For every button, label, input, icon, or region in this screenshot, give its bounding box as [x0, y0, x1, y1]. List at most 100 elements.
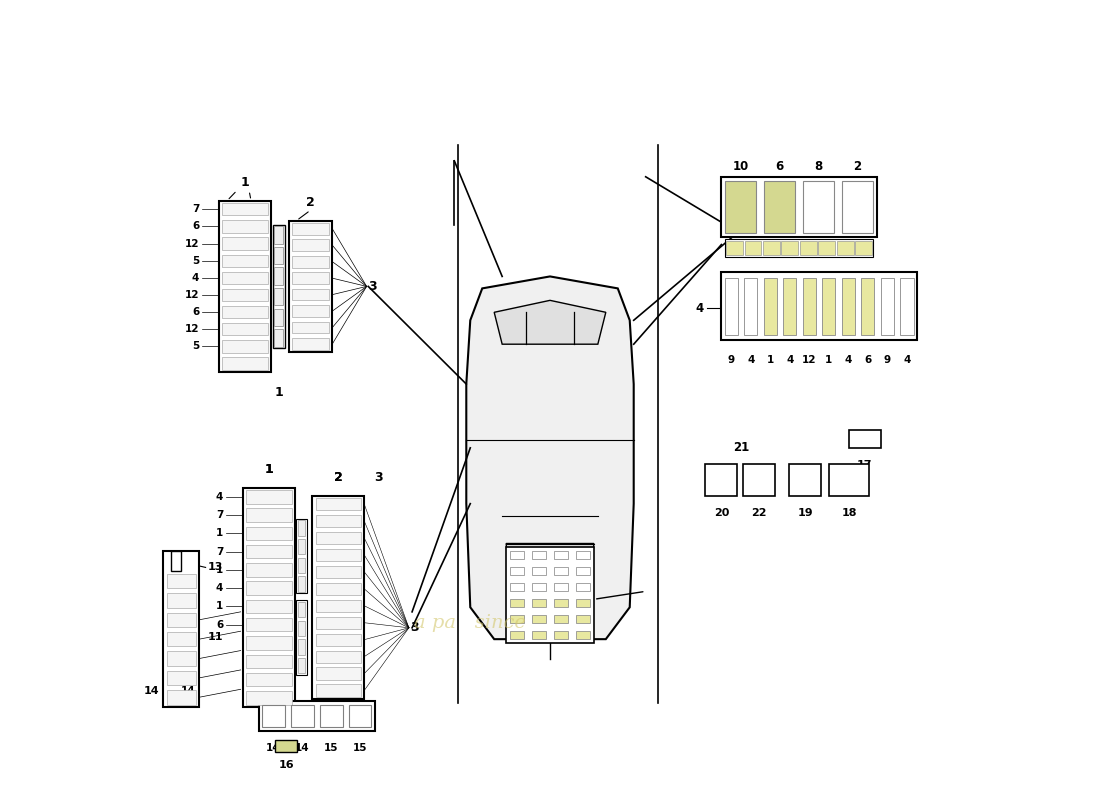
Bar	[554, 631, 568, 639]
Bar	[292, 223, 329, 234]
Bar	[725, 278, 738, 334]
Text: 4: 4	[216, 583, 223, 593]
Text: 17: 17	[857, 460, 872, 470]
Text: 1: 1	[274, 386, 283, 399]
Text: 5: 5	[192, 342, 199, 351]
Bar	[222, 272, 267, 284]
Text: 11: 11	[207, 632, 222, 642]
Text: 16: 16	[278, 760, 294, 770]
Bar	[316, 617, 361, 629]
Text: 15: 15	[353, 743, 367, 753]
Bar	[316, 549, 361, 561]
Text: 1: 1	[265, 462, 274, 476]
Bar	[316, 650, 361, 662]
Text: 7: 7	[191, 204, 199, 214]
Bar	[222, 254, 267, 267]
Text: 1: 1	[216, 528, 223, 538]
Bar	[292, 338, 329, 350]
Bar	[725, 239, 873, 257]
Text: 6: 6	[216, 620, 223, 630]
Text: 9: 9	[884, 354, 891, 365]
Bar	[246, 673, 292, 686]
Bar	[510, 631, 524, 639]
Bar	[803, 278, 816, 334]
Bar	[842, 181, 873, 233]
Bar	[298, 539, 306, 554]
Bar	[246, 636, 292, 650]
Bar	[855, 241, 872, 255]
Bar	[861, 278, 875, 334]
Bar	[554, 551, 568, 559]
Text: 1: 1	[767, 354, 774, 365]
Bar	[258, 701, 375, 731]
Bar	[576, 615, 590, 623]
Bar	[222, 238, 267, 250]
Bar	[576, 631, 590, 639]
Text: 2: 2	[306, 196, 315, 209]
Bar	[532, 599, 546, 607]
Bar	[166, 574, 196, 588]
Bar	[274, 288, 283, 306]
Text: 1: 1	[825, 354, 833, 365]
Bar	[316, 634, 361, 646]
Bar	[763, 278, 777, 334]
Bar	[312, 496, 364, 699]
Bar	[166, 670, 196, 685]
Text: 21: 21	[734, 442, 749, 454]
Bar	[222, 220, 267, 233]
Bar	[829, 464, 869, 496]
Bar	[532, 631, 546, 639]
Text: 7: 7	[216, 546, 223, 557]
PathPatch shape	[466, 277, 634, 639]
Bar	[532, 551, 546, 559]
Bar	[722, 273, 916, 340]
Text: 4: 4	[216, 492, 223, 502]
Bar	[246, 526, 292, 540]
Bar	[275, 740, 297, 752]
Text: a pa   since: a pa since	[415, 614, 526, 632]
Bar	[842, 278, 855, 334]
Bar	[576, 567, 590, 575]
Bar	[170, 551, 182, 571]
Bar	[510, 599, 524, 607]
Text: 3: 3	[410, 622, 419, 634]
Bar	[274, 329, 283, 346]
Text: 1: 1	[265, 462, 274, 476]
Bar	[292, 322, 329, 334]
Bar	[292, 272, 329, 284]
Bar	[316, 566, 361, 578]
Text: 6: 6	[776, 160, 784, 173]
Bar	[273, 225, 285, 348]
Bar	[316, 582, 361, 595]
Bar	[576, 599, 590, 607]
Text: 12: 12	[185, 324, 199, 334]
Bar	[800, 241, 817, 255]
Bar	[901, 278, 913, 334]
Bar	[298, 639, 306, 654]
Bar	[510, 567, 524, 575]
Bar	[222, 203, 267, 215]
Text: 15: 15	[324, 743, 339, 753]
Bar	[246, 563, 292, 577]
Bar	[554, 599, 568, 607]
Bar	[219, 201, 271, 372]
Bar	[166, 632, 196, 646]
Text: 12: 12	[802, 354, 816, 365]
Text: 6: 6	[865, 354, 871, 365]
Bar	[243, 488, 295, 707]
Bar	[316, 532, 361, 544]
Bar	[510, 551, 524, 559]
Bar	[783, 278, 796, 334]
Bar	[222, 358, 267, 370]
Text: 1: 1	[216, 602, 223, 611]
Bar	[576, 551, 590, 559]
Bar	[163, 551, 199, 707]
Bar	[166, 613, 196, 627]
Bar	[803, 181, 834, 233]
Text: 4: 4	[845, 354, 853, 365]
Bar	[725, 181, 757, 233]
Bar	[288, 221, 332, 352]
Bar	[818, 241, 835, 255]
Bar	[292, 239, 329, 251]
Bar	[532, 567, 546, 575]
